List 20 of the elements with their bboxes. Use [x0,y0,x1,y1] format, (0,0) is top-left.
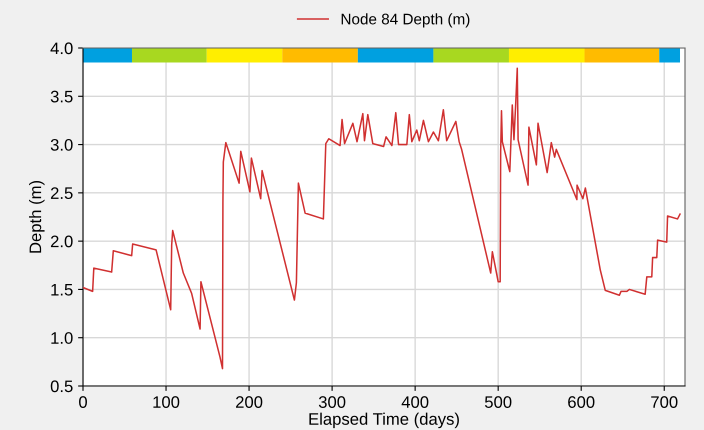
y-tick-label: 4.0 [50,42,73,54]
y-tick-label: 2.5 [50,187,73,200]
y-tick-label: 1.0 [51,332,73,344]
y-tick-label: 2.0 [50,236,73,248]
x-tick-label: 0 [79,396,87,408]
x-tick-label: 600 [568,396,594,408]
x-tick-label: 200 [236,396,262,408]
y-tick-label: 1.5 [51,284,73,296]
x-tick-label: 300 [318,396,346,408]
x-tick-label: 100 [153,396,180,408]
y-axis-title: Depth (m) [29,180,45,253]
x-tick-label: 700 [651,396,678,408]
x-tick-label: 500 [484,396,512,408]
line-series [83,68,681,370]
x-axis-title: Elapsed Time (days) [309,412,459,428]
legend-label: Node 84 Depth (m) [342,13,470,28]
y-tick-label: 3.0 [50,138,73,151]
y-tick-label: 3.5 [50,90,73,102]
x-tick-label: 400 [402,396,428,408]
y-tick-label: 0.5 [50,380,73,392]
